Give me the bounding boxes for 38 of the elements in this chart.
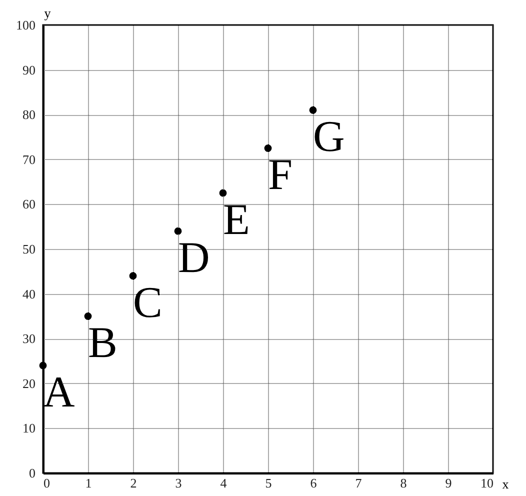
point [129,272,137,280]
annotation: A [43,367,75,416]
point [219,189,227,197]
point [84,312,92,320]
x-tick-label: 7 [355,476,362,490]
y-tick-label: 100 [16,18,36,32]
annotation: B [88,318,118,368]
y-tick-label: 40 [22,286,36,302]
x-tick-label: 3 [175,476,182,490]
y-tick-label: 90 [22,62,36,78]
x-axis-title: x [502,476,510,492]
y-tick-label: 30 [22,331,36,346]
annotation: F [268,150,292,200]
x-tick-label: 9 [445,476,452,490]
point [39,362,47,370]
point [174,227,182,235]
point [264,144,272,152]
annotation: E [223,195,250,244]
y-tick-label: 0 [29,466,36,480]
annotation: D [178,233,210,282]
y-tick-label: 10 [22,420,36,436]
y-tick-label: 70 [22,152,36,167]
x-tick-label: 5 [265,476,272,490]
x-tick-label: 10 [480,476,494,490]
annotation: G [313,112,345,162]
x-tick-label: 8 [400,476,407,490]
annotation: C [133,278,162,327]
x-tick-label: 6 [310,476,318,490]
x-tick-label: 0 [44,476,50,490]
x-tick-label: 1 [85,476,92,490]
y-tick-label: 20 [22,376,36,391]
y-tick-label: 50 [22,242,36,256]
x-tick-label: 4 [220,476,228,490]
x-tick-label: 2 [130,476,137,490]
point [309,106,317,114]
y-axis-title: y [44,6,52,20]
y-tick-label: 60 [22,196,36,212]
y-tick-label: 80 [22,107,36,122]
